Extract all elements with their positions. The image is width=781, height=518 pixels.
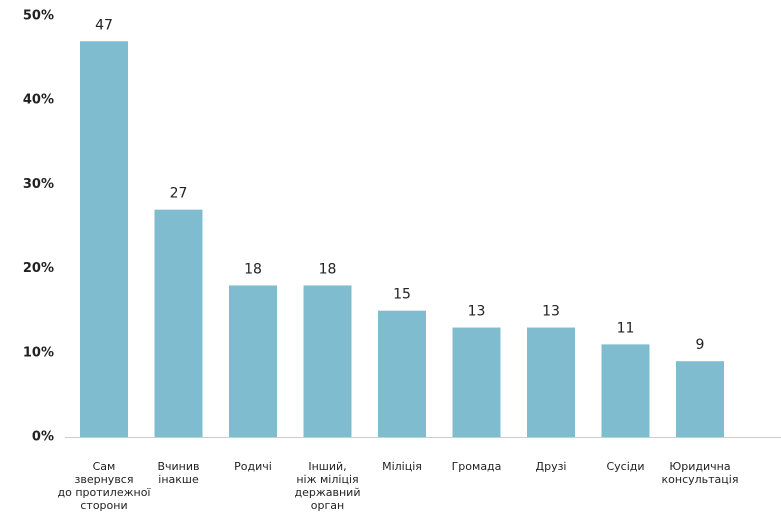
value-label: 13	[542, 304, 560, 320]
y-tick-label: 20%	[23, 261, 54, 276]
x-tick-label: Інший, ніж міліція державний орган	[294, 460, 361, 512]
bar	[527, 327, 575, 437]
value-label: 11	[617, 320, 635, 336]
bar	[303, 285, 352, 437]
x-tick-label: Родичі	[234, 460, 272, 473]
value-label: 15	[393, 287, 411, 303]
y-tick-label: 50%	[23, 9, 54, 24]
bar	[676, 361, 724, 437]
y-tick-label: 30%	[23, 177, 54, 192]
x-tick-label: Юридична консультація	[661, 460, 739, 486]
y-tick-label: 10%	[23, 345, 54, 360]
bar	[378, 310, 426, 437]
x-tick-label: Вчинив інакше	[157, 460, 200, 486]
bar	[601, 344, 650, 437]
value-label: 13	[468, 304, 486, 320]
value-label: 18	[319, 261, 337, 277]
value-label: 9	[696, 337, 705, 353]
value-label: 18	[244, 261, 262, 277]
bar	[452, 327, 501, 437]
value-label: 27	[170, 186, 188, 202]
x-tick-label: Міліція	[382, 460, 422, 473]
bar	[229, 285, 277, 437]
value-label: 47	[95, 17, 113, 33]
bar	[154, 209, 203, 437]
x-tick-label: Громада	[451, 460, 502, 473]
x-tick-label: Сам звернувся до протилежної сторони	[57, 460, 151, 512]
bar	[80, 41, 128, 437]
y-tick-label: 0%	[32, 430, 54, 445]
y-tick-label: 40%	[23, 93, 54, 108]
x-tick-label: Сусіди	[606, 460, 645, 473]
x-tick-label: Друзі	[535, 460, 567, 473]
